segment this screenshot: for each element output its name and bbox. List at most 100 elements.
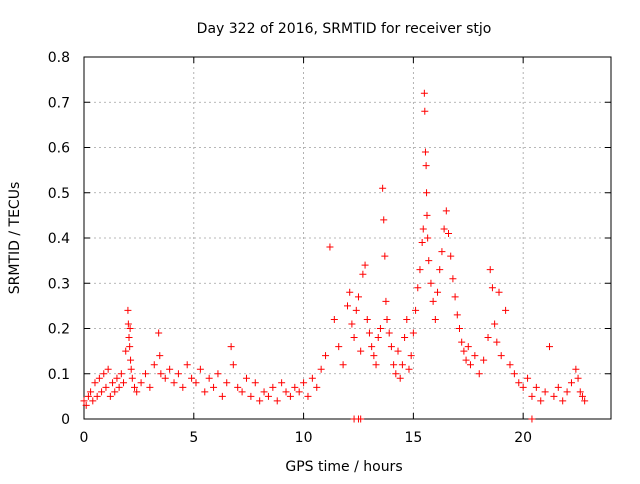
data-point xyxy=(126,325,134,332)
data-point xyxy=(574,374,582,382)
data-point xyxy=(451,293,459,301)
data-point xyxy=(449,275,457,283)
data-point xyxy=(102,383,110,391)
data-point xyxy=(419,225,427,233)
data-point xyxy=(242,374,250,382)
x-tick-label-0: 0 xyxy=(80,430,89,446)
data-point xyxy=(127,365,135,373)
data-point xyxy=(497,352,505,360)
data-point xyxy=(421,148,429,156)
y-tick-label-4: 0.4 xyxy=(48,231,70,247)
data-point xyxy=(407,352,415,360)
data-point xyxy=(348,320,356,328)
data-point xyxy=(196,365,204,373)
data-point xyxy=(155,329,163,337)
data-point xyxy=(161,374,169,382)
data-point xyxy=(401,334,409,342)
data-point xyxy=(113,374,121,382)
data-point xyxy=(453,311,461,319)
data-point xyxy=(201,388,209,396)
chart-title: Day 322 of 2016, SRMTID for receiver stj… xyxy=(197,21,492,37)
data-point xyxy=(317,365,325,373)
data-point xyxy=(344,302,351,310)
data-point xyxy=(480,356,488,364)
data-point xyxy=(445,229,453,237)
data-point xyxy=(405,365,413,373)
data-point xyxy=(572,365,580,373)
y-tick-label-5: 0.5 xyxy=(48,186,70,202)
data-point xyxy=(120,379,128,387)
axis-layer: 0 5 10 15 20 0 0.1 0.2 0.3 0.4 0.5 0.6 0.7 0.8 xyxy=(48,50,612,446)
plot-frame xyxy=(83,56,612,420)
data-point xyxy=(383,315,391,323)
data-point xyxy=(376,325,384,332)
data-point xyxy=(295,388,303,396)
data-point xyxy=(91,379,99,387)
data-point xyxy=(146,383,154,391)
data-point xyxy=(412,306,420,314)
data-point xyxy=(440,225,448,233)
data-point xyxy=(335,343,343,351)
data-point xyxy=(300,379,308,387)
data-point xyxy=(528,392,536,400)
data-point xyxy=(394,347,402,355)
data-point xyxy=(350,334,358,342)
data-point xyxy=(424,234,432,242)
data-point xyxy=(330,315,338,323)
data-point xyxy=(491,320,499,328)
data-point xyxy=(398,361,406,369)
data-point xyxy=(414,284,422,292)
data-point xyxy=(326,243,334,251)
data-point xyxy=(80,397,88,405)
data-point xyxy=(111,388,119,396)
data-point xyxy=(308,374,316,382)
data-point xyxy=(438,248,446,256)
data-point xyxy=(170,379,178,387)
data-point xyxy=(95,374,103,382)
y-axis-label: SRMTID / TECUs xyxy=(7,182,23,295)
data-point xyxy=(87,388,95,396)
data-point xyxy=(286,392,294,400)
data-point xyxy=(100,370,108,378)
data-point xyxy=(137,379,145,387)
data-point xyxy=(576,388,584,396)
data-point xyxy=(282,388,290,396)
data-point xyxy=(346,288,354,296)
data-point xyxy=(368,343,376,351)
data-point xyxy=(183,361,191,369)
data-point xyxy=(214,370,222,378)
data-point xyxy=(537,397,545,405)
data-point xyxy=(390,361,398,369)
data-point xyxy=(442,207,450,215)
data-point xyxy=(322,352,330,360)
data-point xyxy=(486,266,494,274)
data-point xyxy=(379,184,387,192)
data-point xyxy=(420,89,428,97)
data-point xyxy=(251,379,259,387)
data-point xyxy=(125,334,133,342)
data-point xyxy=(354,293,362,301)
data-point xyxy=(515,379,523,387)
data-point xyxy=(313,383,321,391)
data-point xyxy=(131,383,139,391)
data-point xyxy=(273,397,281,405)
y-tick-label-0: 0 xyxy=(61,412,70,428)
data-point xyxy=(416,266,424,274)
data-point xyxy=(532,383,540,391)
x-tick-label-3: 15 xyxy=(404,430,422,446)
data-point xyxy=(418,239,426,247)
data-point xyxy=(104,365,112,373)
data-point xyxy=(117,370,125,378)
data-point xyxy=(115,383,123,391)
data-point xyxy=(381,252,389,260)
data-point xyxy=(278,379,286,387)
data-point xyxy=(427,279,435,287)
y-tick-label-8: 0.8 xyxy=(48,50,70,66)
y-tick-label-1: 0.1 xyxy=(48,367,70,383)
data-point xyxy=(229,361,237,369)
data-point xyxy=(84,392,92,400)
data-point xyxy=(581,397,589,405)
data-point xyxy=(506,361,514,369)
data-point xyxy=(493,338,501,346)
